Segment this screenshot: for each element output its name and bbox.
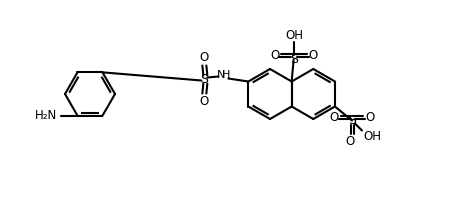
Text: H₂N: H₂N (35, 109, 57, 122)
Text: H: H (222, 70, 230, 80)
Text: O: O (307, 49, 317, 62)
Text: O: O (364, 111, 374, 124)
Text: O: O (199, 95, 208, 108)
Text: N: N (217, 70, 225, 80)
Text: S: S (200, 73, 208, 86)
Text: O: O (269, 49, 278, 62)
Text: OH: OH (285, 29, 303, 42)
Text: O: O (344, 135, 354, 148)
Text: O: O (329, 111, 338, 124)
Text: O: O (199, 51, 208, 64)
Text: S: S (289, 53, 297, 66)
Text: S: S (347, 114, 355, 127)
Text: OH: OH (362, 130, 380, 143)
